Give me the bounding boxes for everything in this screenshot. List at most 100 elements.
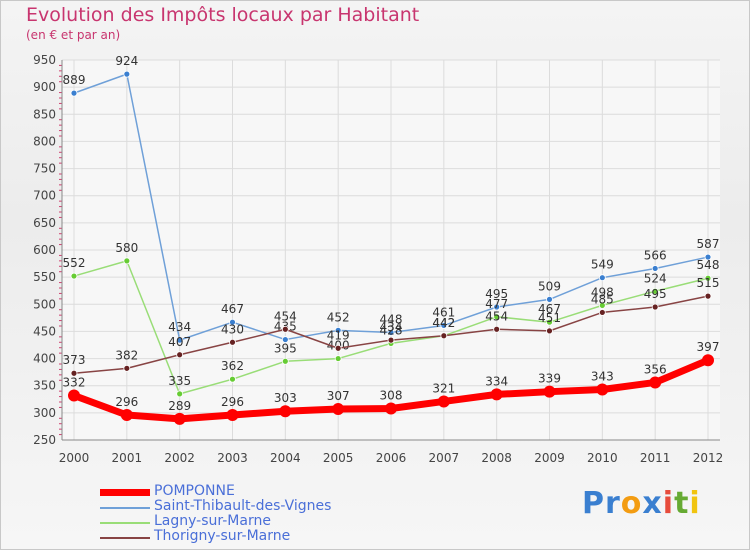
data-point-thorigny-sur-marne: [281, 325, 289, 333]
data-label-lagny-sur-marne: 362: [221, 359, 244, 373]
data-point-pomponne: [649, 376, 662, 389]
data-label-lagny-sur-marne: 442: [432, 316, 455, 330]
data-label-pomponne: 339: [538, 372, 561, 386]
data-label-thorigny-sur-marne: 373: [63, 353, 86, 367]
data-point-lagny-sur-marne: [598, 301, 606, 309]
legend-label: Thorigny-sur-Marne: [154, 528, 291, 544]
data-label-thorigny-sur-marne: 454: [274, 309, 297, 323]
chart-title: Evolution des Impôts locaux par Habitant: [26, 4, 420, 26]
data-point-thorigny-sur-marne: [546, 327, 553, 335]
data-point-saint-thibault-des-vignes: [387, 329, 395, 336]
legend-label: Saint-Thibault-des-Vignes: [154, 498, 332, 514]
legend-label: POMPONNE: [154, 483, 235, 499]
data-point-thorigny-sur-marne: [176, 351, 184, 359]
data-point-thorigny-sur-marne: [70, 369, 78, 377]
data-point-pomponne: [543, 385, 556, 398]
chart-subtitle: (en € et par an): [26, 28, 121, 42]
y-tick-label: 450: [33, 324, 56, 338]
data-label-lagny-sur-marne: 395: [274, 341, 297, 355]
data-label-saint-thibault-des-vignes: 461: [432, 305, 455, 319]
y-tick-label: 600: [33, 243, 56, 257]
y-tick-label: 700: [33, 189, 56, 203]
data-point-thorigny-sur-marne: [334, 344, 342, 352]
data-label-saint-thibault-des-vignes: 889: [63, 73, 86, 87]
data-label-thorigny-sur-marne: 382: [115, 348, 138, 362]
data-point-thorigny-sur-marne: [704, 292, 712, 300]
x-tick-label: 2002: [164, 451, 195, 465]
data-label-pomponne: 343: [591, 370, 614, 384]
data-point-saint-thibault-des-vignes: [281, 336, 289, 343]
x-tick-label: 2003: [217, 451, 248, 465]
legend-label: Lagny-sur-Marne: [154, 513, 271, 529]
data-point-pomponne: [173, 412, 186, 425]
data-label-thorigny-sur-marne: 495: [644, 287, 667, 301]
data-point-pomponne: [279, 405, 292, 418]
data-point-pomponne: [385, 402, 397, 415]
data-label-thorigny-sur-marne: 419: [327, 328, 350, 342]
data-label-lagny-sur-marne: 428: [380, 323, 403, 337]
data-label-lagny-sur-marne: 477: [485, 297, 508, 311]
data-label-lagny-sur-marne: 467: [538, 302, 561, 316]
data-point-lagny-sur-marne: [123, 257, 131, 265]
data-label-pomponne: 303: [274, 391, 297, 405]
y-tick-label: 300: [33, 406, 56, 420]
logo-letter: i: [662, 486, 675, 521]
x-tick-label: 2007: [429, 451, 460, 465]
y-tick-label: 400: [33, 352, 56, 366]
data-point-saint-thibault-des-vignes: [598, 274, 606, 282]
data-point-thorigny-sur-marne: [440, 332, 448, 340]
data-point-lagny-sur-marne: [70, 272, 78, 280]
data-point-saint-thibault-des-vignes: [123, 70, 131, 78]
x-tick-label: 2008: [481, 451, 512, 465]
data-point-pomponne: [596, 383, 609, 396]
data-label-pomponne: 296: [115, 395, 138, 409]
data-label-pomponne: 296: [221, 395, 244, 409]
data-label-pomponne: 356: [644, 362, 667, 376]
logo-letter: o: [620, 486, 643, 521]
x-tick-label: 2004: [270, 451, 301, 465]
data-label-lagny-sur-marne: 335: [168, 374, 191, 388]
x-tick-label: 2011: [640, 451, 671, 465]
y-tick-label: 650: [33, 216, 56, 230]
data-point-saint-thibault-des-vignes: [229, 318, 236, 326]
data-label-thorigny-sur-marne: 442: [432, 316, 455, 330]
data-point-thorigny-sur-marne: [123, 364, 131, 372]
data-label-pomponne: 308: [380, 389, 403, 403]
x-tick-label: 2009: [534, 451, 565, 465]
data-label-thorigny-sur-marne: 430: [221, 322, 244, 336]
legend-item: Saint-Thibault-des-Vignes: [100, 498, 420, 516]
data-label-saint-thibault-des-vignes: 467: [221, 302, 244, 316]
data-point-pomponne: [226, 409, 239, 422]
data-label-pomponne: 321: [432, 381, 455, 395]
data-label-saint-thibault-des-vignes: 434: [168, 320, 191, 334]
legend-swatch: [100, 507, 150, 509]
data-point-lagny-sur-marne: [229, 375, 236, 383]
data-label-thorigny-sur-marne: 485: [591, 292, 614, 306]
logo-letter: r: [605, 486, 621, 521]
legend-swatch: [100, 537, 150, 539]
y-tick-label: 900: [33, 80, 56, 94]
data-point-lagny-sur-marne: [281, 357, 289, 365]
y-tick-label: 500: [33, 297, 56, 311]
data-point-lagny-sur-marne: [651, 287, 659, 295]
data-label-thorigny-sur-marne: 407: [168, 335, 191, 349]
data-label-pomponne: 334: [485, 374, 508, 388]
data-point-lagny-sur-marne: [176, 390, 184, 398]
data-label-saint-thibault-des-vignes: 924: [115, 54, 138, 68]
proxiti-logo[interactable]: Proxiti: [582, 486, 701, 521]
logo-letter: x: [642, 486, 663, 521]
data-label-lagny-sur-marne: 580: [115, 241, 138, 255]
data-label-pomponne: 289: [168, 399, 191, 413]
data-point-pomponne: [437, 395, 450, 408]
data-point-pomponne: [120, 409, 133, 422]
x-tick-label: 2012: [693, 451, 724, 465]
y-tick-label: 850: [33, 107, 56, 121]
data-point-pomponne: [490, 388, 503, 401]
logo-letter: t: [674, 486, 690, 521]
data-label-thorigny-sur-marne: 454: [485, 309, 508, 323]
data-point-saint-thibault-des-vignes: [334, 326, 342, 334]
data-label-saint-thibault-des-vignes: 566: [644, 248, 667, 262]
data-point-thorigny-sur-marne: [493, 325, 501, 333]
data-label-saint-thibault-des-vignes: 452: [327, 310, 350, 324]
